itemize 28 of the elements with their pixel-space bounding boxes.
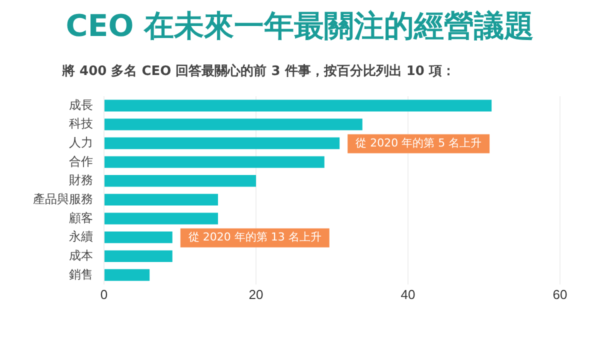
bar xyxy=(104,194,218,206)
x-tick-label: 40 xyxy=(400,286,416,302)
y-tick-label: 顧客 xyxy=(69,210,93,225)
bar xyxy=(104,175,256,187)
bar xyxy=(104,269,150,281)
y-tick-label: 成長 xyxy=(69,98,93,112)
bar xyxy=(104,156,324,168)
bar xyxy=(104,232,172,244)
y-tick-label: 科技 xyxy=(69,116,93,131)
annotation: 從 2020 年的第 13 名上升 xyxy=(188,230,322,244)
bar xyxy=(104,118,362,130)
y-tick-label: 永續 xyxy=(69,230,93,244)
y-tick-label: 銷售 xyxy=(69,267,93,282)
annotation: 從 2020 年的第 5 名上升 xyxy=(356,136,482,150)
x-tick-label: 0 xyxy=(100,286,108,302)
bar xyxy=(104,250,172,262)
x-tick-label: 20 xyxy=(248,286,264,302)
chart-title: CEO 在未來一年最關注的經營議題 xyxy=(64,8,536,46)
y-tick-label: 產品與服務 xyxy=(33,192,93,206)
bar xyxy=(104,100,492,112)
bar xyxy=(104,212,218,224)
y-tick-label: 成本 xyxy=(69,248,93,262)
chart-subtitle: 將 400 多名 CEO 回答最關心的前 3 件事，按百分比列出 10 項： xyxy=(62,62,455,80)
y-tick-label: 人力 xyxy=(69,136,93,150)
y-tick-label: 合作 xyxy=(69,154,93,168)
x-tick-label: 60 xyxy=(552,286,568,302)
y-tick-label: 財務 xyxy=(69,173,93,188)
bar xyxy=(104,137,340,150)
